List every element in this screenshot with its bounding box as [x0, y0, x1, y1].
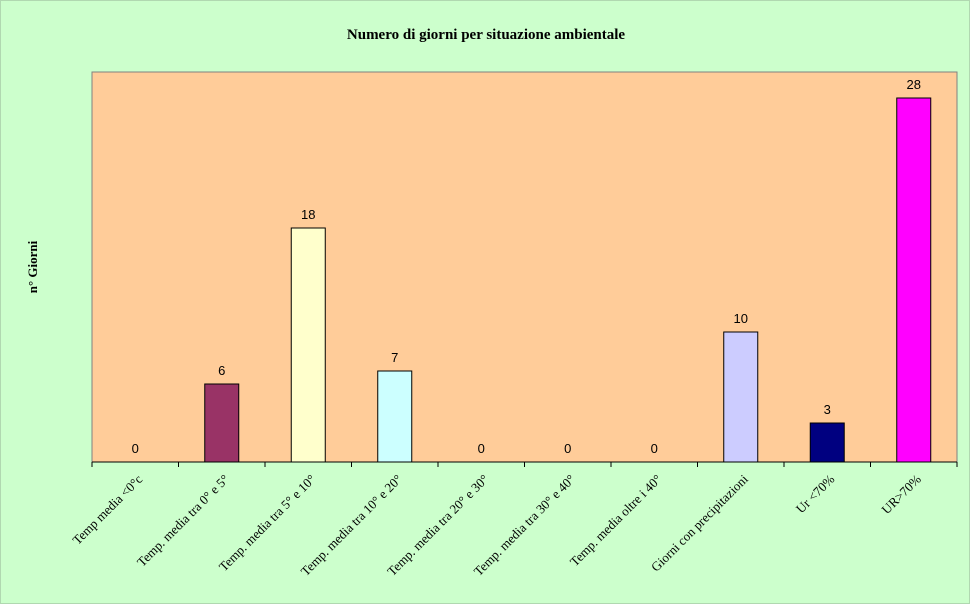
data-labels: 0 6 18 7 0 0 0 10 3 28 [132, 77, 921, 456]
x-tick-label: Giorni con precipitazioni [648, 471, 751, 574]
data-label: 0 [564, 441, 571, 456]
bar [809, 422, 845, 463]
x-tick-label: Temp. media oltre i 40° [567, 472, 665, 570]
x-tick-label: UR>70% [878, 471, 924, 517]
bar [896, 97, 932, 463]
x-tick-label: Temp. media tra 0° e 5° [134, 472, 232, 570]
x-axis [91, 461, 958, 467]
data-label: 6 [218, 363, 225, 378]
x-tick-label: Temp media <0°c [69, 471, 145, 547]
data-label: 3 [824, 402, 831, 417]
data-label: 7 [391, 350, 398, 365]
chart-title: Numero di giorni per situazione ambienta… [347, 27, 626, 43]
x-tick-label: Ur <70% [793, 471, 838, 516]
bar [377, 370, 413, 463]
x-tick-label: Temp. media tra 30° e 40° [471, 472, 578, 579]
data-label: 0 [478, 441, 485, 456]
bar [723, 331, 759, 463]
data-label: 28 [907, 77, 921, 92]
data-label: 18 [301, 207, 315, 222]
bar [290, 227, 326, 463]
data-label: 0 [132, 441, 139, 456]
data-label: 0 [651, 441, 658, 456]
data-label: 10 [734, 311, 748, 326]
y-axis-label: n° Giorni [25, 240, 40, 293]
bar [204, 383, 240, 463]
x-tick-label: Temp. media tra 5° e 10° [216, 472, 319, 575]
bars-group [204, 97, 932, 463]
